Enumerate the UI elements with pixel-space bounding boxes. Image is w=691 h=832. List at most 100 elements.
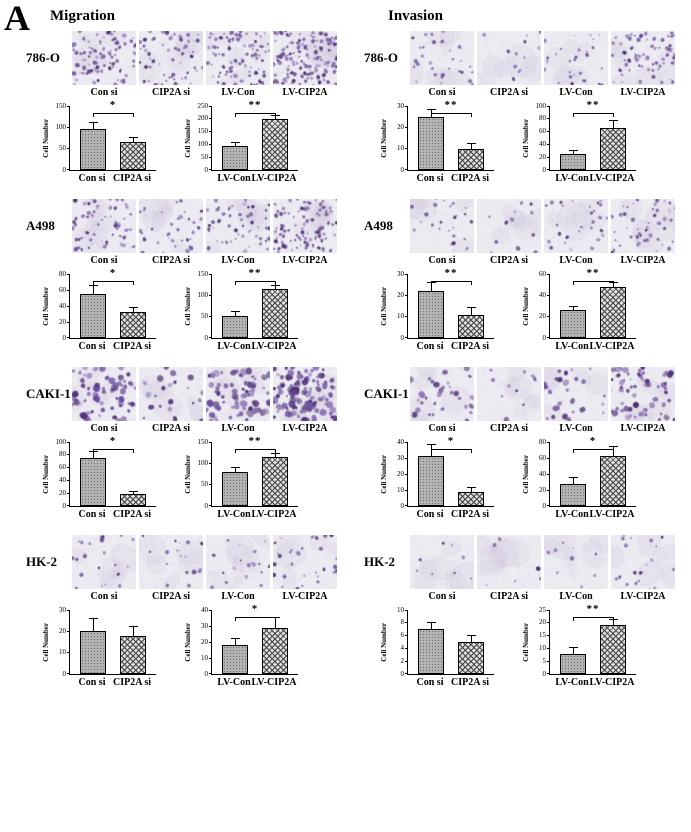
micrograph-label: Con si (428, 255, 456, 266)
micrograph-image (611, 367, 675, 421)
error-bar (275, 453, 276, 457)
y-tick-label: 100 (197, 290, 209, 299)
plot-column: 0 2 4 6 8 10 Con si CIP2A si (389, 606, 494, 690)
y-axis-label: Cell Number (379, 286, 388, 326)
y-tick-mark (67, 442, 70, 443)
significance-bracket-end (471, 449, 472, 453)
y-tick-label: 80 (539, 114, 546, 123)
plot-column: 0 50 100 150 200 250 ** LV-Con LV-CIP2A (193, 100, 298, 186)
significance-bracket-end (573, 617, 574, 621)
significance-bracket-end (613, 113, 614, 117)
y-tick-mark (209, 462, 212, 464)
micrograph-image (410, 31, 474, 85)
x-axis-label: CIP2A si (112, 173, 152, 184)
charts-row: Cell Number 0 10 20 30 ** Con si CIP2A si Cell N… (364, 268, 686, 354)
y-tick-mark (547, 316, 550, 318)
x-axis-labels: Con si CIP2A si (69, 339, 155, 354)
x-axis-label: CIP2A si (450, 509, 490, 520)
y-tick-label: 25 (539, 605, 546, 614)
error-bar-cap (89, 617, 98, 619)
bar-chart: Cell Number 0 20 40 60 80 100 ** LV-Con LV-CIP2A (520, 100, 636, 186)
assay-row: 786-O Con si CIP2A si LV-Con LV-CIP2A Cell Nu… (26, 31, 348, 186)
micrograph-label: LV-CIP2A (282, 423, 328, 434)
micrograph-label: LV-CIP2A (282, 255, 328, 266)
cell-line-label: 786-O (26, 50, 60, 65)
data-bar (560, 653, 586, 674)
y-tick-label: 150 (197, 127, 209, 136)
micrograph-image (273, 535, 337, 589)
x-axis-label: Con si (416, 677, 444, 688)
x-axis-labels: Con si CIP2A si (407, 339, 493, 354)
y-tick-mark (405, 622, 408, 624)
error-bar-cap (609, 445, 618, 447)
micrograph-image (611, 31, 675, 85)
y-tick-label: 20 (539, 485, 546, 494)
cell-line-label: CAKI-1 (26, 386, 71, 401)
data-bar (600, 286, 626, 338)
x-axis-label: LV-CIP2A (589, 173, 635, 184)
label-spacer (26, 255, 72, 266)
error-bar (133, 308, 134, 313)
data-bar (560, 310, 586, 338)
y-tick-label: 250 (197, 101, 209, 110)
micrograph-image (273, 31, 337, 85)
plot-column: 0 10 20 30 40 * Con si CIP2A si (389, 436, 494, 522)
micrograph-strip: 786-O (26, 31, 348, 85)
plot-area: 0 10 20 30 ** (397, 268, 494, 341)
significance-bracket (573, 617, 613, 618)
significance-bracket-end (133, 113, 134, 117)
error-bar-cap (467, 307, 476, 309)
y-axis-label: Cell Number (183, 454, 192, 494)
y-tick-label: 150 (55, 101, 67, 110)
data-bar (262, 288, 288, 338)
y-tick-mark (405, 148, 408, 150)
y-tick-label: 20 (59, 317, 66, 326)
y-tick-mark (67, 305, 70, 307)
bar-chart: Cell Number 0 20 40 60 80 * Con si CIP2A si (40, 268, 156, 354)
micrograph-label: LV-Con (221, 423, 255, 434)
plot-column: 0 20 40 60 80 * LV-Con LV-CIP2A (531, 436, 636, 522)
x-axis-label: LV-Con (555, 173, 589, 184)
y-tick-label: 150 (197, 269, 209, 278)
error-bar (275, 116, 276, 119)
data-bar (418, 456, 444, 506)
significance-bracket-end (235, 281, 236, 285)
y-axis-label: Cell Number (379, 118, 388, 158)
y-tick-label: 200 (197, 114, 209, 123)
significance-bracket-end (275, 281, 276, 285)
figure-columns: Migration 786-O Con si CIP2A si LV-Con LV-CI… (26, 8, 686, 690)
significance-bracket-end (275, 617, 276, 621)
y-tick-label: 5 (542, 656, 547, 665)
label-spacer (26, 87, 72, 98)
label-spacer (364, 591, 410, 602)
y-tick-mark (209, 484, 212, 486)
data-bar (458, 314, 484, 338)
data-bar (418, 116, 444, 170)
micrograph-strip: HK-2 (364, 535, 686, 589)
significance-bracket-end (431, 281, 432, 285)
y-tick-label: 6 (400, 631, 405, 640)
x-axis-labels: LV-Con LV-CIP2A (211, 339, 297, 354)
plot-area: 0 2 4 6 8 10 (397, 606, 494, 677)
y-axis-label: Cell Number (521, 286, 530, 326)
y-tick-label: 0 (62, 165, 67, 174)
y-tick-label: 50 (201, 152, 208, 161)
y-tick-mark (547, 143, 550, 145)
micrograph-image (544, 367, 608, 421)
y-tick-label: 80 (59, 450, 66, 459)
x-axis-label: Con si (416, 509, 444, 520)
plot-area: 0 10 20 30 40 * (397, 436, 494, 509)
error-bar-cap (427, 621, 436, 623)
micrograph-image (206, 199, 270, 253)
error-bar (235, 638, 236, 646)
significance-bracket-end (573, 281, 574, 285)
x-axis-label: LV-CIP2A (251, 341, 297, 352)
data-bar (458, 148, 484, 170)
significance-bracket-end (93, 281, 94, 285)
cell-line-label: A498 (26, 218, 55, 233)
assay-row: CAKI-1 Con si CIP2A si LV-Con LV-CIP2A Cell N… (364, 367, 686, 522)
y-tick-label: 4 (400, 643, 405, 652)
y-axis-label-wrap: Cell Number (520, 106, 531, 170)
y-tick-mark (67, 630, 70, 632)
micrograph-label: LV-Con (221, 255, 255, 266)
